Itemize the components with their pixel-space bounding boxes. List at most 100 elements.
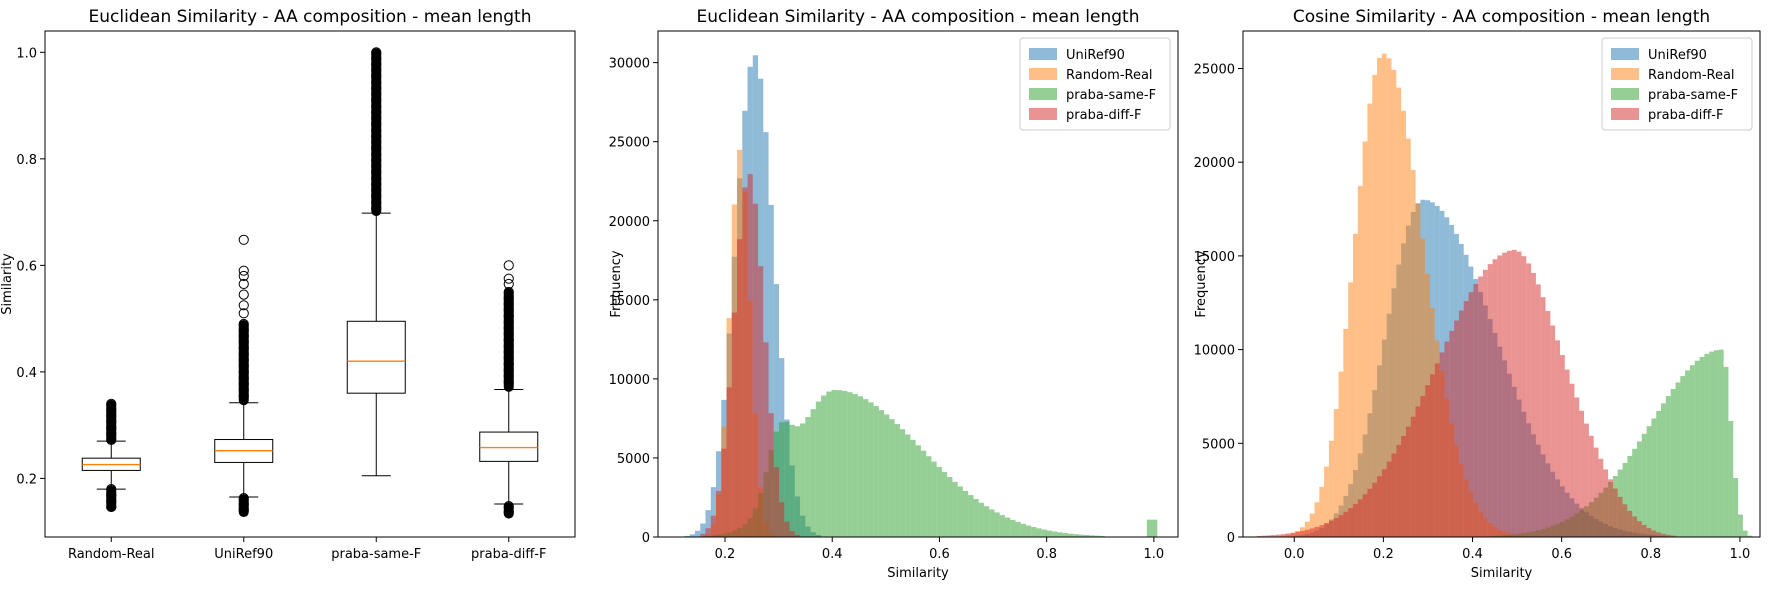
box-flier [238, 336, 249, 348]
cosine-hist-xtick-label: 0.6 [1551, 547, 1572, 562]
euclidean-hist-bar [1089, 535, 1095, 537]
cosine-hist-bar [1636, 441, 1642, 537]
euclidean-hist-bar [789, 424, 795, 537]
box-flier [371, 125, 382, 136]
euclidean-hist-bar [947, 477, 953, 537]
euclidean-hist-bar [768, 204, 774, 537]
cosine-hist-bar [1535, 284, 1541, 537]
cosine-hist-bar [1324, 523, 1329, 537]
cosine-hist-bar [1266, 535, 1272, 537]
euclidean-hist-legend-box [1019, 37, 1171, 131]
boxplot-category-label: praba-diff-F [471, 547, 546, 562]
boxplot-panel: 0.2 0.4 0.6 0.8 1.0 Random-Real UniRef90 praba-… [0, 7, 576, 562]
euclidean-hist-bar [1099, 535, 1105, 537]
cosine-hist-bar [1367, 488, 1373, 537]
box-flier [106, 489, 117, 501]
cosine-hist-legend-label: UniRef90 [1648, 48, 1707, 63]
cosine-hist-bar [1627, 510, 1633, 537]
box-flier [503, 316, 514, 328]
euclidean-hist-bar [705, 528, 711, 537]
euclidean-hist-bar [700, 533, 706, 537]
box-flier [106, 495, 117, 507]
cosine-hist-bar [1617, 496, 1623, 537]
cosine-hist-bar [1651, 418, 1657, 537]
box-flier [503, 346, 514, 358]
euclidean-hist-bar [1057, 532, 1063, 537]
cosine-hist-bar [1401, 110, 1406, 538]
cosine-hist-bar [1598, 458, 1604, 537]
boxplot-ytick-label: 0.8 [16, 153, 37, 168]
euclidean-hist-bar [920, 450, 927, 537]
cosine-hist-bar [1458, 310, 1464, 537]
box-flier [371, 185, 382, 196]
box-flier [106, 434, 117, 445]
euclidean-hist-legend-label: praba-diff-F [1066, 108, 1141, 123]
cosine-hist-bar [1314, 526, 1320, 537]
cosine-hist-bar [1444, 341, 1450, 537]
euclidean-hist-bar [899, 429, 906, 537]
cosine-hist-bar [1463, 301, 1469, 537]
box-flier [371, 83, 382, 94]
box-flier [503, 364, 514, 376]
box-outlier [238, 265, 249, 276]
euclidean-hist-xtick-label: 0.6 [929, 547, 950, 562]
euclidean-hist-bar [710, 515, 717, 537]
cosine-hist-bar [1405, 426, 1411, 537]
cosine-hist-bar [1256, 535, 1262, 537]
cosine-hist-legend-box [1601, 37, 1753, 131]
euclidean-hist-bar [794, 534, 801, 537]
euclidean-hist-title: Euclidean Similarity - AA composition - … [697, 7, 1140, 27]
cosine-hist-bar [1415, 203, 1421, 537]
cosine-hist-bar [1352, 503, 1358, 537]
cosine-hist-bar [1569, 383, 1575, 537]
euclidean-hist-bar [1025, 525, 1032, 537]
euclidean-hist-bar [705, 510, 711, 537]
cosine-hist-bar [1656, 410, 1662, 537]
cosine-hist-bar [1564, 369, 1570, 537]
box-flier [371, 137, 382, 148]
cosine-hist-bar [1636, 521, 1642, 537]
cosine-hist-bar [1377, 57, 1382, 538]
cosine-hist-legend: UniRef90 Random-Real praba-same-F praba-dif… [1601, 37, 1753, 131]
box-flier [503, 376, 514, 388]
cosine-hist-bar [1420, 238, 1426, 537]
cosine-hist-bar [1290, 532, 1296, 537]
box-flier [503, 352, 514, 364]
euclidean-hist-bar [763, 132, 769, 538]
cosine-hist-xtick-label: 0.8 [1640, 547, 1661, 562]
cosine-hist-xlabel: Similarity [1471, 566, 1533, 581]
cosine-hist-bar [1328, 520, 1334, 537]
box-outlier [503, 260, 514, 271]
cosine-hist-xtick-label: 0.2 [1373, 547, 1394, 562]
cosine-hist-bar [1651, 530, 1657, 537]
box-outlier [238, 278, 249, 290]
euclidean-hist-bar [684, 535, 690, 537]
euclidean-hist-bar [994, 512, 1000, 537]
cosine-hist-bar [1550, 325, 1556, 537]
boxplot-category-label: praba-same-F [331, 547, 421, 562]
box-flier [371, 107, 382, 118]
box-flier [106, 422, 117, 433]
box-flier [371, 77, 382, 88]
cosine-hist-bar [1694, 360, 1700, 537]
cosine-hist-bar [1603, 469, 1609, 537]
euclidean-hist-bar [852, 394, 858, 537]
box-flier [371, 173, 382, 184]
cosine-hist-bar [1362, 141, 1368, 538]
boxplot-ylabel: Similarity [0, 253, 15, 315]
cosine-hist-bar [1343, 511, 1349, 537]
euclidean-hist-bar [826, 391, 832, 537]
cosine-hist-legend-swatch [1611, 88, 1639, 100]
cosine-hist-bar [1319, 486, 1325, 537]
cosine-hist-bar [1396, 445, 1402, 537]
cosine-hist-bar [1338, 371, 1344, 537]
euclidean-hist-bar [873, 406, 879, 537]
cosine-hist-bar [1641, 433, 1647, 537]
box-flier [106, 483, 117, 495]
cosine-hist-bar [1661, 403, 1666, 537]
euclidean-hist-legend: UniRef90 Random-Real praba-same-F praba-dif… [1019, 37, 1171, 131]
box-praba-same-F [346, 47, 406, 477]
cosine-hist-bar [1324, 466, 1329, 537]
euclidean-hist-bar [789, 531, 795, 537]
